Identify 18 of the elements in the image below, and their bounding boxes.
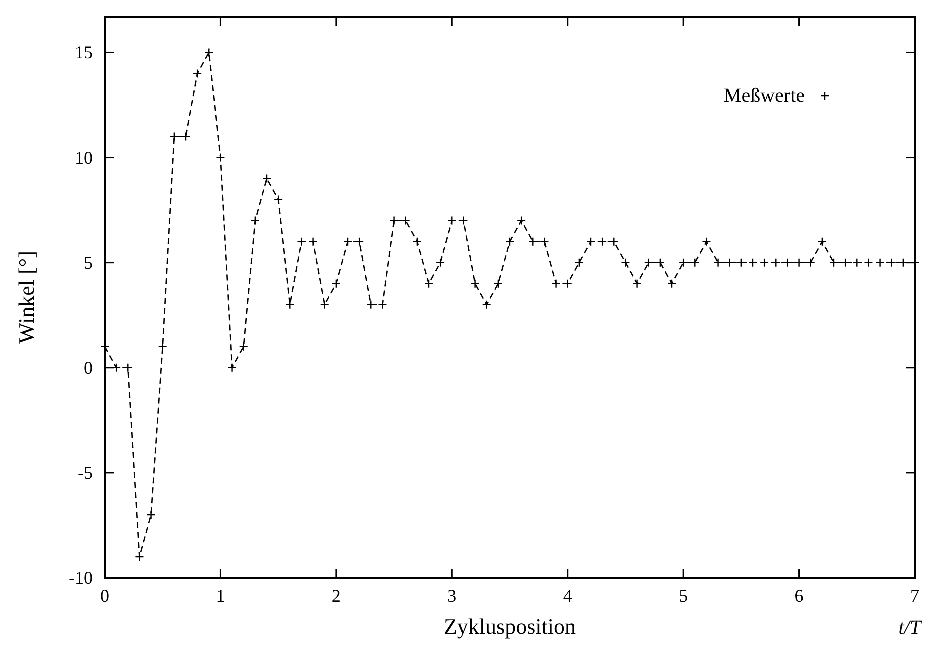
x-tick-label: 1	[216, 586, 226, 606]
y-tick-label: 5	[84, 252, 93, 273]
x-tick-label: 3	[448, 586, 457, 606]
text: t/T	[898, 617, 923, 639]
x-tick-label: 2	[332, 586, 341, 606]
x-tick-label: 6	[794, 586, 804, 606]
x-tick-label: 0	[100, 586, 110, 606]
y-tick-label: 10	[75, 148, 93, 168]
y-tick-label: 0	[84, 358, 93, 378]
x-axis-title: Zyklusposition	[444, 614, 576, 639]
y-tick-label: -10	[69, 568, 93, 588]
legend-label: Meßwerte	[724, 85, 806, 107]
x-tick-label: 7	[910, 586, 920, 606]
y-tick-label: -5	[78, 462, 93, 483]
y-axis-title: Winkel [°]	[14, 251, 39, 344]
x-tick-label: 5	[679, 586, 688, 606]
y-tick-label: 15	[75, 42, 93, 63]
x-tick-label: 4	[563, 586, 572, 606]
